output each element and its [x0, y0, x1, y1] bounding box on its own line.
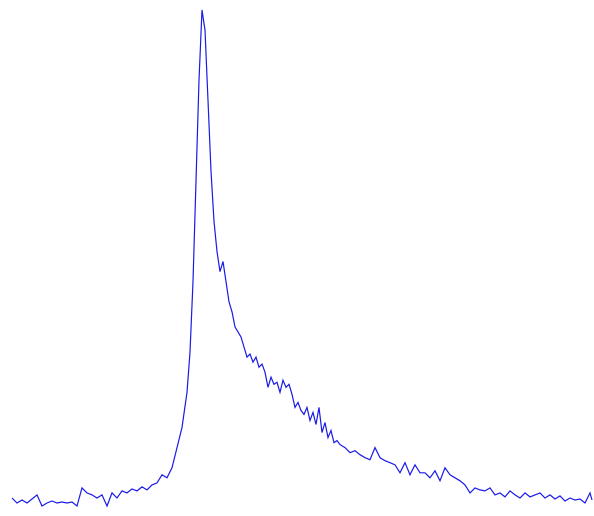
- line: [11, 9, 593, 508]
